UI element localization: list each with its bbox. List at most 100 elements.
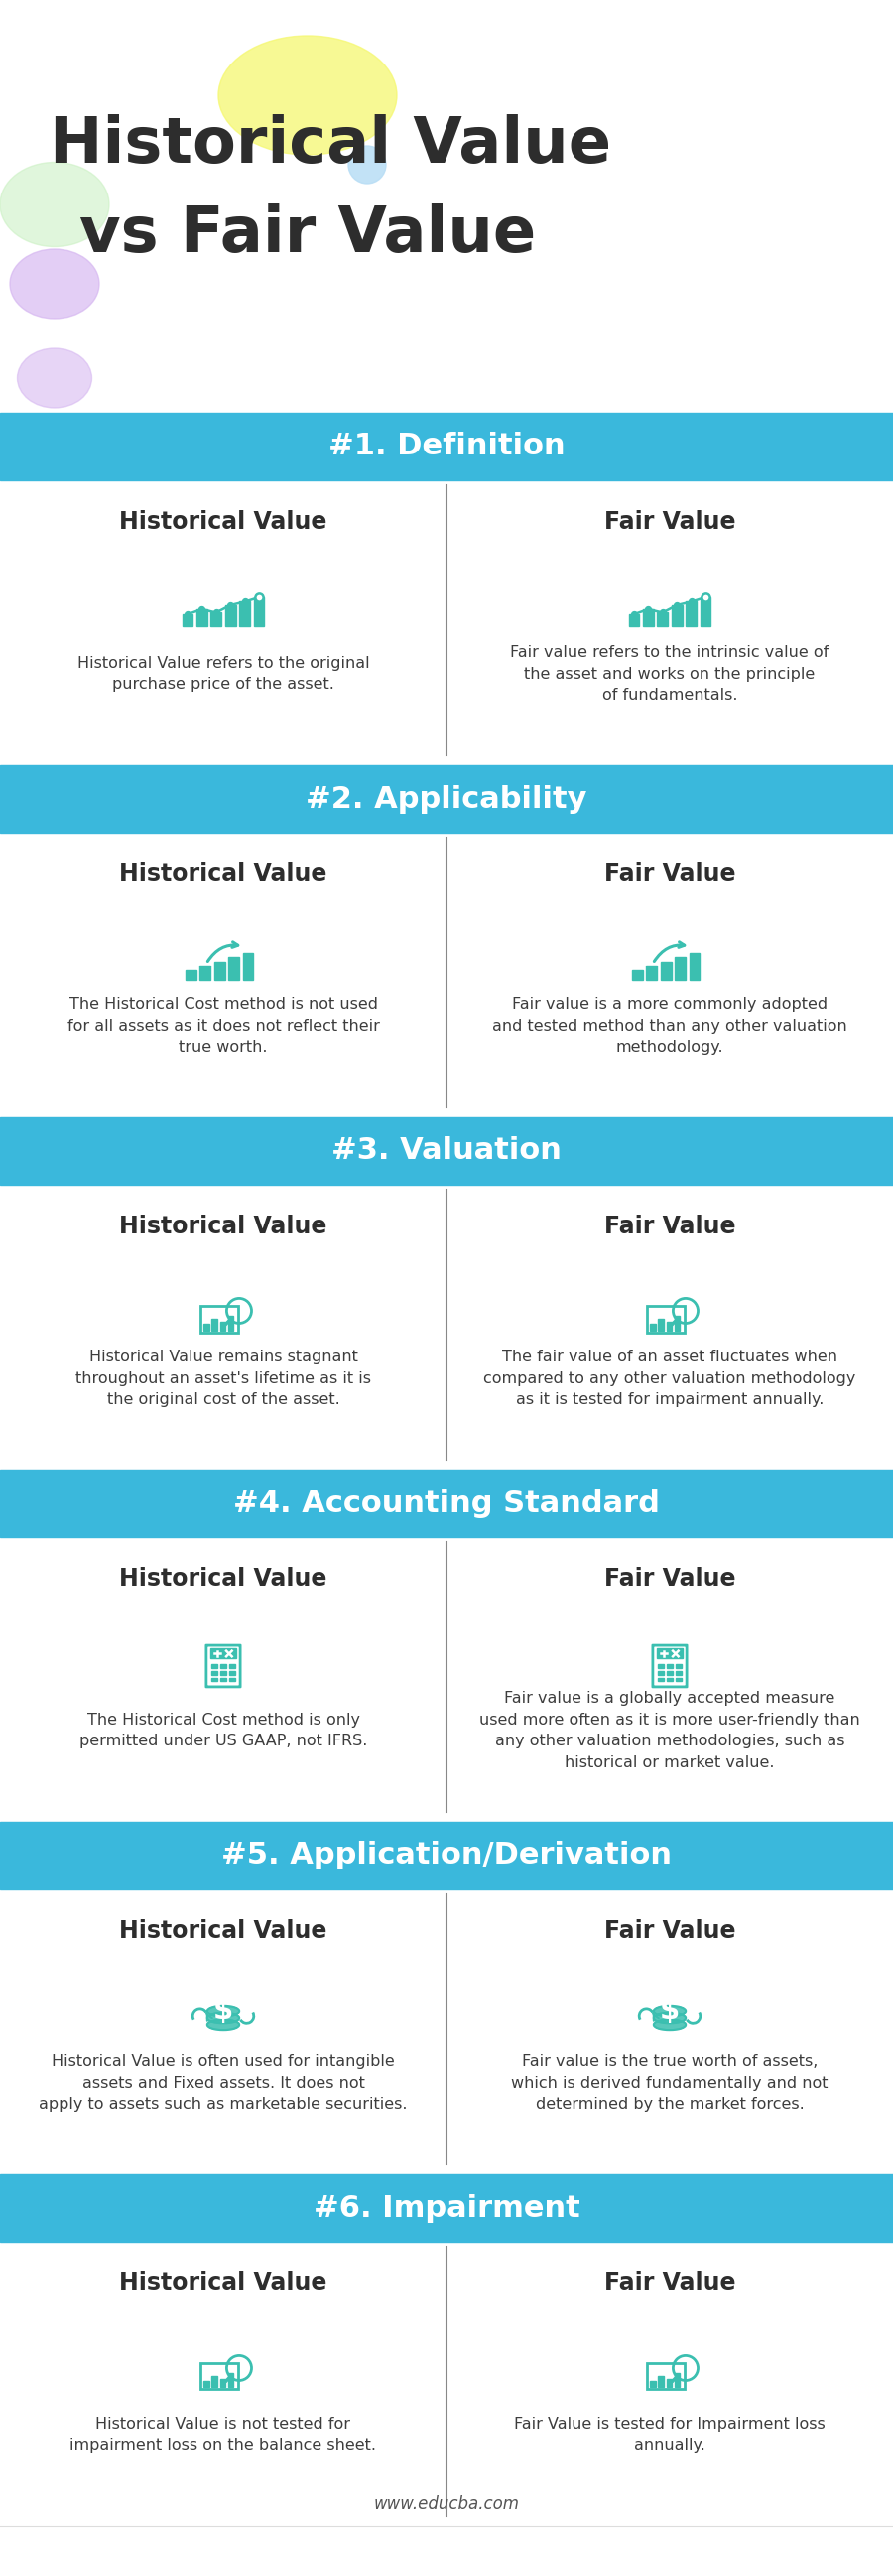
Ellipse shape <box>654 2007 686 2017</box>
Bar <box>228 2372 233 2388</box>
Bar <box>204 1324 209 1329</box>
Text: Fair Value is tested for Impairment loss
annually.: Fair Value is tested for Impairment loss… <box>514 2416 825 2452</box>
Point <box>209 592 223 634</box>
Bar <box>647 1306 685 1332</box>
Text: #6. Impairment: #6. Impairment <box>313 2195 580 2223</box>
Bar <box>661 961 672 981</box>
Ellipse shape <box>207 2020 239 2030</box>
Text: Fair value is a more commonly adopted
and tested method than any other valuation: Fair value is a more commonly adopted an… <box>492 997 847 1056</box>
Bar <box>211 613 221 626</box>
Bar <box>0 1538 893 1821</box>
Bar <box>676 1672 681 1674</box>
Text: #2. Applicability: #2. Applicability <box>305 786 588 814</box>
Ellipse shape <box>207 2007 239 2017</box>
Text: Historical Value: Historical Value <box>120 1213 327 1239</box>
Bar <box>0 765 893 832</box>
Ellipse shape <box>654 2012 686 2025</box>
Bar <box>666 2378 672 2388</box>
Bar <box>700 598 711 626</box>
Bar <box>196 611 207 626</box>
Text: Fair Value: Fair Value <box>604 1566 736 1589</box>
Text: Fair Value: Fair Value <box>604 2272 736 2295</box>
Bar <box>228 1316 233 1329</box>
Bar <box>0 412 893 479</box>
Bar <box>672 605 682 626</box>
Point <box>180 592 195 634</box>
Text: Historical Value: Historical Value <box>120 510 327 533</box>
Bar <box>650 1324 655 1329</box>
Bar <box>0 2174 893 2241</box>
Text: Historical Value is often used for intangible
assets and Fixed assets. It does n: Historical Value is often used for intan… <box>39 2053 407 2112</box>
Text: $: $ <box>213 1996 233 2025</box>
Bar <box>201 1306 238 1332</box>
Bar <box>230 1664 235 1667</box>
Bar <box>674 1316 680 1329</box>
Bar <box>0 2241 893 2527</box>
Bar <box>225 605 236 626</box>
Point <box>195 590 209 631</box>
Text: The fair value of an asset fluctuates when
compared to any other valuation metho: The fair value of an asset fluctuates wh… <box>483 1350 856 1406</box>
Text: Fair value is a globally accepted measure
used more often as it is more user-fri: Fair value is a globally accepted measur… <box>480 1690 860 1770</box>
Text: www.educba.com: www.educba.com <box>373 2494 520 2512</box>
Bar <box>204 2380 209 2388</box>
Bar <box>220 2378 225 2388</box>
Bar <box>632 971 643 981</box>
Point <box>252 577 266 618</box>
Point <box>641 590 655 631</box>
Bar <box>201 2362 238 2391</box>
Bar <box>212 1319 217 1329</box>
Bar <box>182 613 193 626</box>
Text: Historical Value remains stagnant
throughout an asset's lifetime as it is
the or: Historical Value remains stagnant throug… <box>75 1350 371 1406</box>
Bar <box>0 832 893 1118</box>
Bar <box>221 1672 226 1674</box>
Bar <box>656 1649 683 1659</box>
Bar <box>667 1664 672 1667</box>
Bar <box>658 1677 663 1682</box>
Bar <box>658 2375 663 2388</box>
Text: #4. Accounting Standard: #4. Accounting Standard <box>233 1489 660 1517</box>
Bar <box>667 1677 672 1682</box>
Bar <box>210 1649 237 1659</box>
Bar <box>0 0 893 412</box>
Bar <box>0 1185 893 1468</box>
Text: The Historical Cost method is not used
for all assets as it does not reflect the: The Historical Cost method is not used f… <box>67 997 380 1056</box>
Point <box>698 577 713 618</box>
Text: $: $ <box>660 1996 680 2025</box>
Bar <box>686 603 697 626</box>
Bar <box>186 971 196 981</box>
Bar <box>230 1672 235 1674</box>
Ellipse shape <box>348 147 386 183</box>
Bar <box>666 1321 672 1329</box>
Bar <box>212 1672 217 1674</box>
Bar <box>629 613 639 626</box>
Text: #1. Definition: #1. Definition <box>328 433 565 461</box>
Text: Fair value refers to the intrinsic value of
the asset and works on the principle: Fair value refers to the intrinsic value… <box>511 644 829 703</box>
Text: The Historical Cost method is only
permitted under US GAAP, not IFRS.: The Historical Cost method is only permi… <box>79 1713 367 1749</box>
Bar <box>239 603 250 626</box>
Point <box>627 592 641 634</box>
Bar <box>221 1677 226 1682</box>
Text: Fair Value: Fair Value <box>604 510 736 533</box>
Bar <box>657 613 668 626</box>
Bar <box>254 598 264 626</box>
Text: Historical Value: Historical Value <box>120 863 327 886</box>
Text: Fair Value: Fair Value <box>604 1919 736 1942</box>
Bar <box>0 479 893 765</box>
Bar <box>647 966 657 981</box>
Text: Fair value is the true worth of assets,
which is derived fundamentally and not
d: Fair value is the true worth of assets, … <box>511 2053 829 2112</box>
Bar <box>212 2375 217 2388</box>
Bar <box>675 956 686 981</box>
Bar <box>676 1677 681 1682</box>
Point <box>223 585 238 626</box>
Text: Historical Value: Historical Value <box>120 1566 327 1589</box>
Bar <box>689 953 700 981</box>
Ellipse shape <box>17 348 92 407</box>
Ellipse shape <box>654 2020 686 2030</box>
Bar <box>0 1468 893 1538</box>
Bar <box>0 1821 893 1888</box>
Text: Historical Value: Historical Value <box>120 1919 327 1942</box>
Bar <box>229 956 239 981</box>
Text: Historical Value: Historical Value <box>120 2272 327 2295</box>
Bar <box>650 2380 655 2388</box>
Bar <box>0 1888 893 2174</box>
